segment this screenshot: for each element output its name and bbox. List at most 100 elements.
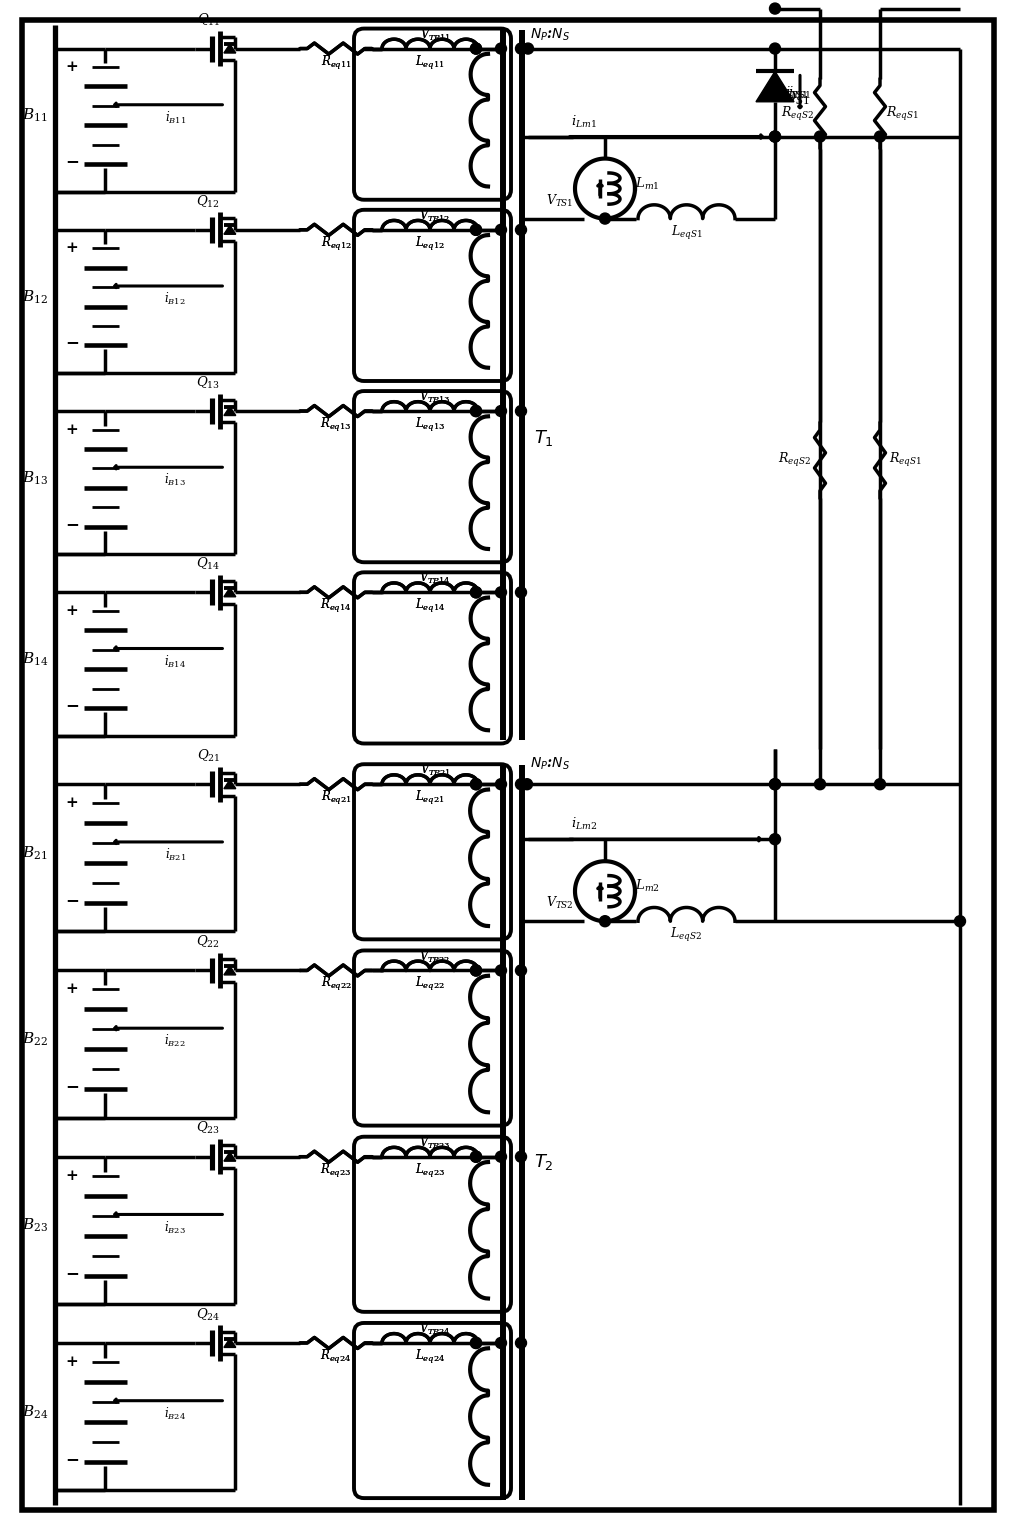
Text: $V_{TP24}$: $V_{TP24}$ bbox=[419, 1321, 451, 1337]
Circle shape bbox=[522, 778, 533, 789]
Text: $B_{21}$: $B_{21}$ bbox=[23, 844, 48, 863]
Polygon shape bbox=[224, 588, 235, 597]
Text: $B_{24}$: $B_{24}$ bbox=[21, 1403, 48, 1420]
Circle shape bbox=[769, 3, 781, 14]
Circle shape bbox=[471, 778, 482, 789]
Text: $D_{S1}$: $D_{S1}$ bbox=[784, 90, 810, 107]
Text: $L_{eq14}$: $L_{eq14}$ bbox=[415, 597, 445, 616]
Text: $R_{eq24}$: $R_{eq24}$ bbox=[320, 1348, 352, 1367]
Text: $R_{eqS1}$: $R_{eqS1}$ bbox=[889, 452, 922, 469]
Text: $B_{23}$: $B_{23}$ bbox=[21, 1216, 48, 1235]
Text: $V_{TP24}$: $V_{TP24}$ bbox=[419, 1321, 451, 1337]
Circle shape bbox=[495, 43, 506, 54]
Text: $L_{eq11}$: $L_{eq11}$ bbox=[415, 54, 445, 72]
Text: $i_{B12}$: $i_{B12}$ bbox=[165, 291, 186, 306]
Text: $i_{B23}$: $i_{B23}$ bbox=[165, 1219, 186, 1235]
Text: $R_{eqS2}$: $R_{eqS2}$ bbox=[779, 452, 811, 469]
Text: $R_{eq13}$: $R_{eq13}$ bbox=[320, 417, 352, 434]
Text: $R_{eq11}$: $R_{eq11}$ bbox=[321, 54, 351, 72]
Circle shape bbox=[769, 43, 781, 54]
Text: +: + bbox=[65, 60, 79, 74]
Circle shape bbox=[471, 778, 482, 789]
Text: +: + bbox=[65, 242, 79, 256]
Circle shape bbox=[471, 406, 482, 417]
Text: $L_{eq12}$: $L_{eq12}$ bbox=[415, 234, 445, 253]
Circle shape bbox=[769, 132, 781, 142]
Text: $L_{m2}$: $L_{m2}$ bbox=[634, 878, 660, 895]
Text: −: − bbox=[65, 1264, 79, 1282]
Text: $i_{B13}$: $i_{B13}$ bbox=[165, 472, 186, 489]
Circle shape bbox=[769, 778, 781, 789]
Text: $R_{eq22}$: $R_{eq22}$ bbox=[320, 976, 352, 993]
FancyBboxPatch shape bbox=[354, 573, 512, 743]
Polygon shape bbox=[224, 1152, 235, 1161]
Text: $V_{TP12}$: $V_{TP12}$ bbox=[419, 208, 450, 224]
Circle shape bbox=[516, 587, 527, 597]
Text: +: + bbox=[65, 982, 79, 996]
Circle shape bbox=[495, 1337, 506, 1348]
Circle shape bbox=[495, 965, 506, 976]
Polygon shape bbox=[224, 780, 235, 789]
Circle shape bbox=[599, 916, 611, 927]
Text: $V_{TP11}$: $V_{TP11}$ bbox=[419, 26, 450, 43]
Circle shape bbox=[471, 43, 482, 54]
Text: $R_{eqS2}$: $R_{eqS2}$ bbox=[782, 104, 814, 123]
Text: $B_{11}$: $B_{11}$ bbox=[23, 107, 48, 124]
Text: $L_{eqS1}$: $L_{eqS1}$ bbox=[671, 224, 703, 242]
Circle shape bbox=[516, 1151, 527, 1163]
Polygon shape bbox=[756, 72, 794, 101]
Circle shape bbox=[471, 1337, 482, 1348]
Text: $L_{eq24}$: $L_{eq24}$ bbox=[415, 1348, 445, 1367]
Text: $L_{eq14}$: $L_{eq14}$ bbox=[415, 597, 445, 616]
Polygon shape bbox=[224, 225, 235, 234]
Text: $i_{TS1}$: $i_{TS1}$ bbox=[786, 84, 809, 101]
Circle shape bbox=[471, 587, 482, 597]
Text: $V_{TS1}$: $V_{TS1}$ bbox=[546, 193, 574, 208]
Text: $Q_{12}$: $Q_{12}$ bbox=[196, 193, 220, 210]
Text: $V_{TP22}$: $V_{TP22}$ bbox=[419, 948, 450, 965]
FancyBboxPatch shape bbox=[354, 210, 512, 381]
Text: $R_{eq14}$: $R_{eq14}$ bbox=[320, 597, 352, 616]
Text: $R_{eq14}$: $R_{eq14}$ bbox=[320, 597, 352, 616]
Text: $L_{eq21}$: $L_{eq21}$ bbox=[415, 789, 445, 807]
Circle shape bbox=[523, 43, 534, 54]
Text: $i_{B21}$: $i_{B21}$ bbox=[165, 847, 186, 863]
Circle shape bbox=[599, 213, 611, 224]
Circle shape bbox=[471, 224, 482, 236]
Circle shape bbox=[471, 43, 482, 54]
Text: $V_{TP23}$: $V_{TP23}$ bbox=[419, 1135, 451, 1151]
Text: $V_{TP12}$: $V_{TP12}$ bbox=[419, 208, 450, 224]
Circle shape bbox=[495, 778, 506, 789]
Text: $i_{B14}$: $i_{B14}$ bbox=[164, 654, 186, 669]
Circle shape bbox=[769, 132, 781, 142]
Circle shape bbox=[471, 224, 482, 236]
Text: $i_{Lm1}$: $i_{Lm1}$ bbox=[571, 113, 596, 130]
Polygon shape bbox=[224, 44, 235, 54]
Text: $N_P$:$N_S$: $N_P$:$N_S$ bbox=[530, 28, 570, 43]
FancyBboxPatch shape bbox=[23, 20, 994, 1511]
Circle shape bbox=[769, 833, 781, 844]
Circle shape bbox=[814, 778, 826, 789]
Text: −: − bbox=[65, 152, 79, 170]
Circle shape bbox=[495, 406, 506, 417]
Text: $N_P$:$N_S$: $N_P$:$N_S$ bbox=[530, 755, 570, 772]
Text: $R_{eq21}$: $R_{eq21}$ bbox=[321, 789, 351, 807]
Text: $L_{eq11}$: $L_{eq11}$ bbox=[415, 54, 445, 72]
FancyBboxPatch shape bbox=[354, 29, 512, 199]
Circle shape bbox=[471, 587, 482, 597]
Text: $R_{eq23}$: $R_{eq23}$ bbox=[320, 1161, 352, 1180]
Text: $B_{14}$: $B_{14}$ bbox=[21, 651, 48, 668]
Text: $R_{eq24}$: $R_{eq24}$ bbox=[320, 1348, 352, 1367]
Text: $B_{12}$: $B_{12}$ bbox=[23, 288, 48, 305]
Text: $R_{eq12}$: $R_{eq12}$ bbox=[320, 234, 352, 253]
Text: −: − bbox=[65, 892, 79, 908]
Text: $T_2$: $T_2$ bbox=[534, 1152, 553, 1172]
Text: +: + bbox=[65, 797, 79, 810]
Circle shape bbox=[516, 43, 527, 54]
Text: $R_{eq21}$: $R_{eq21}$ bbox=[321, 789, 351, 807]
Text: $B_{22}$: $B_{22}$ bbox=[23, 1031, 48, 1048]
Text: $B_{13}$: $B_{13}$ bbox=[21, 469, 48, 487]
Text: $V_{TP13}$: $V_{TP13}$ bbox=[419, 389, 451, 404]
Text: $L_{eq13}$: $L_{eq13}$ bbox=[415, 417, 445, 434]
Text: −: − bbox=[65, 1449, 79, 1468]
